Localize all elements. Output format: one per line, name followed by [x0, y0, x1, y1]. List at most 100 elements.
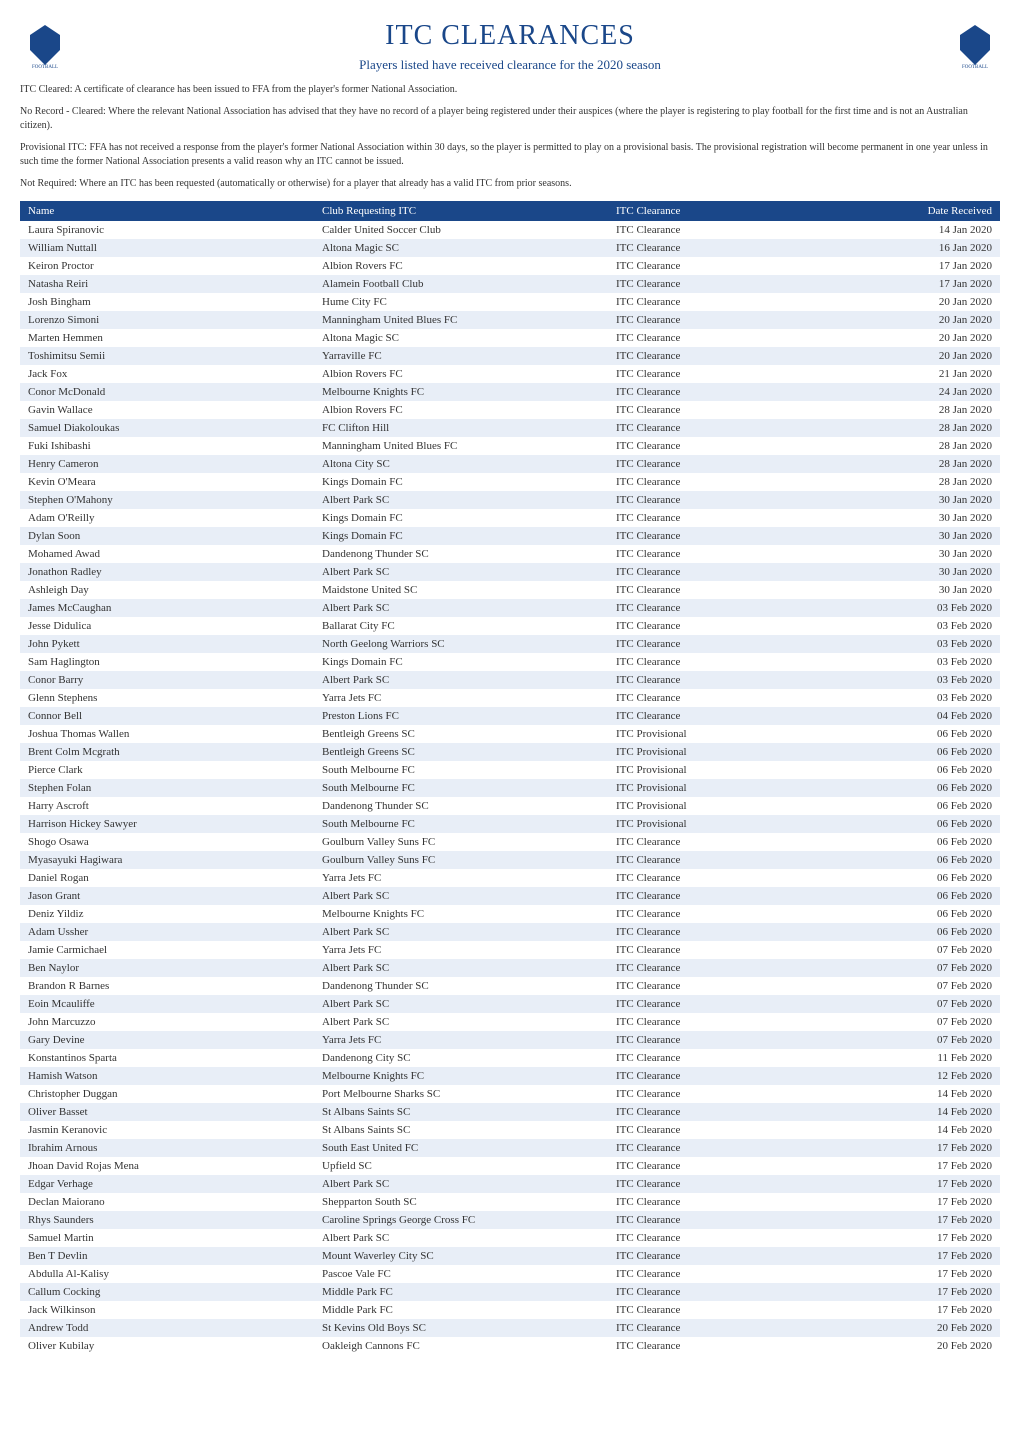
- header: FOOTBALL ITC CLEARANCES Players listed h…: [20, 20, 1000, 73]
- table-row: Adam UssherAlbert Park SCITC Clearance06…: [20, 923, 1000, 941]
- cell-name: Ben Naylor: [20, 959, 314, 977]
- cell-club: Upfield SC: [314, 1157, 608, 1175]
- cell-name: Stephen Folan: [20, 779, 314, 797]
- cell-club: Albion Rovers FC: [314, 365, 608, 383]
- cell-date: 20 Jan 2020: [804, 329, 1000, 347]
- cell-clearance: ITC Clearance: [608, 1085, 804, 1103]
- cell-name: Brent Colm Mcgrath: [20, 743, 314, 761]
- cell-name: James McCaughan: [20, 599, 314, 617]
- cell-name: Shogo Osawa: [20, 833, 314, 851]
- cell-clearance: ITC Clearance: [608, 869, 804, 887]
- cell-club: Albert Park SC: [314, 671, 608, 689]
- cell-clearance: ITC Clearance: [608, 1103, 804, 1121]
- cell-club: Dandenong Thunder SC: [314, 545, 608, 563]
- cell-date: 14 Feb 2020: [804, 1121, 1000, 1139]
- cell-date: 17 Feb 2020: [804, 1139, 1000, 1157]
- cell-clearance: ITC Clearance: [608, 275, 804, 293]
- cell-date: 17 Feb 2020: [804, 1283, 1000, 1301]
- cell-name: Oliver Kubilay: [20, 1337, 314, 1355]
- cell-date: 17 Feb 2020: [804, 1229, 1000, 1247]
- cell-club: Albert Park SC: [314, 1013, 608, 1031]
- cell-date: 06 Feb 2020: [804, 779, 1000, 797]
- table-row: Callum CockingMiddle Park FCITC Clearanc…: [20, 1283, 1000, 1301]
- cell-club: Ballarat City FC: [314, 617, 608, 635]
- header-club: Club Requesting ITC: [314, 201, 608, 221]
- info-para-3: Provisional ITC: FFA has not received a …: [20, 141, 1000, 169]
- table-row: Henry CameronAltona City SCITC Clearance…: [20, 455, 1000, 473]
- table-row: Abdulla Al-KalisyPascoe Vale FCITC Clear…: [20, 1265, 1000, 1283]
- cell-date: 17 Feb 2020: [804, 1211, 1000, 1229]
- cell-club: Middle Park FC: [314, 1283, 608, 1301]
- cell-date: 24 Jan 2020: [804, 383, 1000, 401]
- cell-date: 06 Feb 2020: [804, 869, 1000, 887]
- cell-date: 14 Feb 2020: [804, 1103, 1000, 1121]
- table-header-row: Name Club Requesting ITC ITC Clearance D…: [20, 201, 1000, 221]
- cell-clearance: ITC Clearance: [608, 491, 804, 509]
- table-row: James McCaughanAlbert Park SCITC Clearan…: [20, 599, 1000, 617]
- cell-clearance: ITC Clearance: [608, 383, 804, 401]
- cell-name: William Nuttall: [20, 239, 314, 257]
- cell-club: Hume City FC: [314, 293, 608, 311]
- cell-name: Keiron Proctor: [20, 257, 314, 275]
- cell-club: Dandenong Thunder SC: [314, 797, 608, 815]
- cell-clearance: ITC Clearance: [608, 329, 804, 347]
- table-row: John PykettNorth Geelong Warriors SCITC …: [20, 635, 1000, 653]
- cell-clearance: ITC Provisional: [608, 815, 804, 833]
- cell-club: Melbourne Knights FC: [314, 905, 608, 923]
- cell-clearance: ITC Clearance: [608, 851, 804, 869]
- cell-name: Jamie Carmichael: [20, 941, 314, 959]
- cell-club: Preston Lions FC: [314, 707, 608, 725]
- cell-date: 17 Jan 2020: [804, 257, 1000, 275]
- cell-date: 30 Jan 2020: [804, 563, 1000, 581]
- table-row: Natasha ReiriAlamein Football ClubITC Cl…: [20, 275, 1000, 293]
- cell-name: Joshua Thomas Wallen: [20, 725, 314, 743]
- cell-club: Manningham United Blues FC: [314, 311, 608, 329]
- cell-date: 07 Feb 2020: [804, 959, 1000, 977]
- cell-date: 06 Feb 2020: [804, 815, 1000, 833]
- table-row: Dylan SoonKings Domain FCITC Clearance30…: [20, 527, 1000, 545]
- cell-name: Rhys Saunders: [20, 1211, 314, 1229]
- table-row: Andrew ToddSt Kevins Old Boys SCITC Clea…: [20, 1319, 1000, 1337]
- cell-clearance: ITC Clearance: [608, 1121, 804, 1139]
- cell-name: Samuel Martin: [20, 1229, 314, 1247]
- cell-name: Jesse Didulica: [20, 617, 314, 635]
- cell-date: 07 Feb 2020: [804, 995, 1000, 1013]
- table-row: Christopher DugganPort Melbourne Sharks …: [20, 1085, 1000, 1103]
- cell-clearance: ITC Provisional: [608, 743, 804, 761]
- cell-name: Pierce Clark: [20, 761, 314, 779]
- cell-name: Oliver Basset: [20, 1103, 314, 1121]
- table-row: Konstantinos SpartaDandenong City SCITC …: [20, 1049, 1000, 1067]
- table-row: Jhoan David Rojas MenaUpfield SCITC Clea…: [20, 1157, 1000, 1175]
- cell-club: Yarra Jets FC: [314, 941, 608, 959]
- cell-date: 14 Feb 2020: [804, 1085, 1000, 1103]
- cell-date: 04 Feb 2020: [804, 707, 1000, 725]
- cell-clearance: ITC Clearance: [608, 905, 804, 923]
- cell-club: North Geelong Warriors SC: [314, 635, 608, 653]
- table-row: Glenn StephensYarra Jets FCITC Clearance…: [20, 689, 1000, 707]
- table-row: Toshimitsu SemiiYarraville FCITC Clearan…: [20, 347, 1000, 365]
- table-row: Jack FoxAlbion Rovers FCITC Clearance21 …: [20, 365, 1000, 383]
- cell-name: Adam Ussher: [20, 923, 314, 941]
- cell-date: 03 Feb 2020: [804, 599, 1000, 617]
- cell-clearance: ITC Clearance: [608, 1031, 804, 1049]
- cell-name: Gavin Wallace: [20, 401, 314, 419]
- cell-club: Yarra Jets FC: [314, 869, 608, 887]
- logo-right: FOOTBALL: [950, 20, 1000, 70]
- cell-club: Caroline Springs George Cross FC: [314, 1211, 608, 1229]
- main-title: ITC CLEARANCES: [70, 20, 950, 52]
- table-row: Jack WilkinsonMiddle Park FCITC Clearanc…: [20, 1301, 1000, 1319]
- cell-name: Adam O'Reilly: [20, 509, 314, 527]
- cell-date: 03 Feb 2020: [804, 689, 1000, 707]
- cell-date: 06 Feb 2020: [804, 851, 1000, 869]
- cell-club: Albert Park SC: [314, 887, 608, 905]
- cell-date: 17 Jan 2020: [804, 275, 1000, 293]
- cell-date: 17 Feb 2020: [804, 1157, 1000, 1175]
- cell-club: St Albans Saints SC: [314, 1103, 608, 1121]
- info-para-4: Not Required: Where an ITC has been requ…: [20, 177, 1000, 191]
- cell-clearance: ITC Clearance: [608, 545, 804, 563]
- table-row: Stephen O'MahonyAlbert Park SCITC Cleara…: [20, 491, 1000, 509]
- cell-club: South East United FC: [314, 1139, 608, 1157]
- cell-clearance: ITC Clearance: [608, 1283, 804, 1301]
- cell-name: Conor Barry: [20, 671, 314, 689]
- cell-name: Ibrahim Arnous: [20, 1139, 314, 1157]
